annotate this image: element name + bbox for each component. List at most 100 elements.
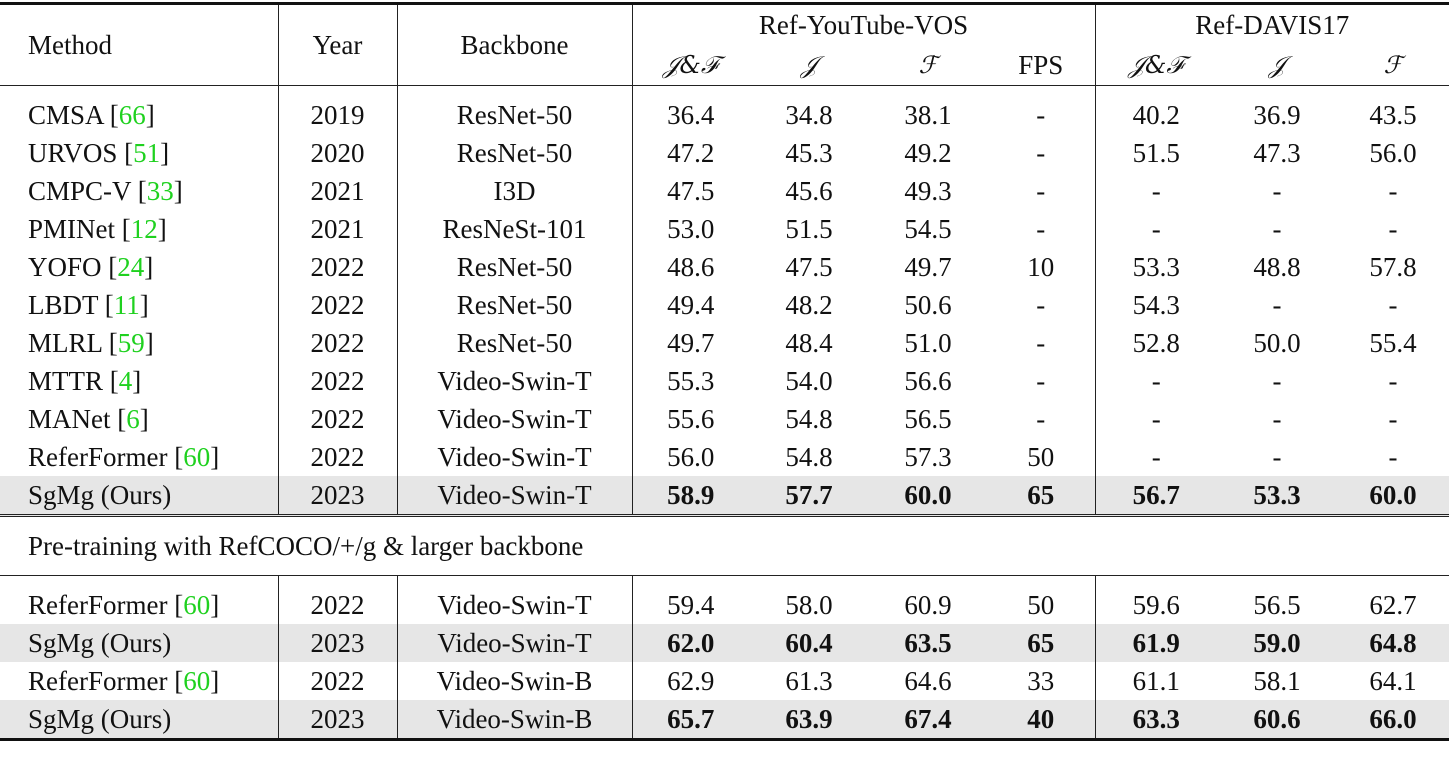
value-davis-f: 56.0: [1369, 137, 1417, 168]
method-cell: ReferFormer [60]: [28, 665, 220, 696]
header-year: Year: [277, 2, 397, 86]
method-name: MLRL: [28, 327, 102, 358]
method-name: LBDT: [28, 289, 99, 320]
value-yt-f: 57.3: [904, 441, 952, 472]
method-name: CMSA: [28, 99, 104, 130]
citation-link[interactable]: 12: [130, 213, 158, 244]
value-yt-jf: 55.3: [631, 362, 749, 400]
citation-link[interactable]: 51: [133, 137, 161, 168]
citation-link[interactable]: 59: [117, 327, 145, 358]
value-yt-fps: 40: [987, 700, 1095, 741]
value-davis-f: 57.8: [1369, 251, 1417, 282]
value-yt-fps: 50: [1027, 441, 1055, 472]
method-name: ReferFormer: [28, 441, 168, 472]
citation-link[interactable]: 60: [183, 441, 211, 472]
header-davis-jf: 𝒥&ℱ: [1094, 45, 1217, 86]
value-davis-jf: 40.2: [1094, 96, 1217, 134]
value-yt-f: 63.5: [869, 624, 987, 662]
value-davis-j: 58.1: [1253, 665, 1301, 696]
citation-link[interactable]: 6: [126, 403, 140, 434]
value-yt-jf: 62.9: [631, 662, 749, 700]
value-yt-f: 49.3: [904, 175, 952, 206]
citation-link[interactable]: 4: [118, 365, 133, 396]
header-yt-jf: 𝒥&ℱ: [631, 45, 749, 86]
year-cell: 2023: [277, 700, 397, 741]
year-cell: 2022: [277, 362, 397, 400]
value-davis-f: 66.0: [1337, 700, 1449, 741]
value-davis-jf: 56.7: [1094, 476, 1217, 516]
value-yt-f: 67.4: [869, 700, 987, 741]
value-yt-j: 61.3: [785, 665, 833, 696]
year-cell: 2022: [277, 586, 397, 624]
value-yt-j: 57.7: [749, 476, 869, 516]
method-name: YOFO: [28, 251, 102, 282]
year-cell: 2021: [277, 172, 397, 210]
citation-link[interactable]: 24: [117, 251, 145, 282]
citation-link[interactable]: 11: [113, 289, 140, 320]
value-yt-j: 58.0: [785, 589, 833, 620]
section-title: Pre-training with RefCOCO/+/g & larger b…: [0, 514, 1449, 576]
value-yt-fps: 10: [1027, 251, 1055, 282]
method-cell: SgMg (Ours): [0, 476, 278, 516]
backbone-cell: ResNet-50: [396, 96, 632, 134]
table-row: SgMg (Ours) 2023 Video-Swin-T 58.9 57.7 60.0 6…: [0, 476, 1449, 516]
backbone-cell: Video-Swin-B: [396, 700, 632, 741]
value-yt-fps: -: [1036, 403, 1046, 434]
value-yt-j: 45.3: [785, 137, 833, 168]
backbone-cell: ResNeSt-101: [396, 210, 632, 248]
backbone-cell: I3D: [396, 172, 632, 210]
value-davis-f: -: [1388, 175, 1398, 206]
value-davis-jf: -: [1094, 362, 1217, 400]
value-davis-jf: -: [1094, 210, 1217, 248]
method-cell: URVOS [51]: [28, 137, 170, 168]
header-method: Method: [0, 2, 278, 86]
citation-link[interactable]: 60: [183, 589, 211, 620]
header-yt-j: 𝒥: [800, 51, 818, 79]
value-yt-jf: 49.7: [631, 324, 749, 362]
method-name: MTTR: [28, 365, 104, 396]
year-cell: 2020: [277, 134, 397, 172]
table-row: CMPC-V [33] 2021 I3D 47.5 45.6 49.3 - - - -: [0, 172, 1449, 210]
value-yt-f: 54.5: [904, 213, 952, 244]
value-davis-jf: 59.6: [1094, 586, 1217, 624]
backbone-cell: Video-Swin-T: [396, 400, 632, 438]
value-davis-f: 64.1: [1369, 665, 1417, 696]
backbone-cell: Video-Swin-T: [396, 438, 632, 476]
value-yt-fps: -: [1036, 365, 1046, 396]
value-davis-jf: 63.3: [1094, 700, 1217, 741]
header-yt-fps: FPS: [1018, 49, 1064, 80]
year-cell: 2022: [277, 248, 397, 286]
value-davis-jf: -: [1094, 438, 1217, 476]
year-cell: 2023: [277, 476, 397, 516]
value-yt-fps: 33: [1027, 665, 1055, 696]
value-davis-j: 59.0: [1217, 624, 1337, 662]
value-yt-fps: -: [1036, 99, 1046, 130]
header-davis-f: ℱ: [1383, 51, 1403, 79]
value-yt-fps: -: [1036, 327, 1046, 358]
citation-link[interactable]: 33: [146, 175, 174, 206]
table-row: YOFO [24] 2022 ResNet-50 48.6 47.5 49.7 10 53.3…: [0, 248, 1449, 286]
value-davis-j: -: [1272, 441, 1282, 472]
value-davis-j: -: [1272, 289, 1282, 320]
value-yt-j: 60.4: [749, 624, 869, 662]
value-yt-f: 64.6: [904, 665, 952, 696]
citation-link[interactable]: 60: [183, 665, 211, 696]
value-yt-fps: 50: [1027, 589, 1055, 620]
citation-link[interactable]: 66: [118, 99, 146, 130]
value-yt-jf: 53.0: [631, 210, 749, 248]
method-cell: PMINet [12]: [28, 213, 167, 244]
value-davis-j: 53.3: [1217, 476, 1337, 516]
method-cell: LBDT [11]: [28, 289, 149, 320]
value-davis-f: -: [1388, 289, 1398, 320]
value-davis-f: 43.5: [1369, 99, 1417, 130]
value-davis-j: -: [1272, 175, 1282, 206]
method-name: PMINet: [28, 213, 115, 244]
value-davis-f: -: [1388, 403, 1398, 434]
value-davis-f: -: [1388, 441, 1398, 472]
value-yt-j: 54.8: [785, 403, 833, 434]
method-cell: CMSA [66]: [28, 99, 155, 130]
value-yt-jf: 62.0: [631, 624, 749, 662]
value-davis-jf: 54.3: [1094, 286, 1217, 324]
value-davis-j: -: [1272, 213, 1282, 244]
method-cell: ReferFormer [60]: [28, 589, 220, 620]
